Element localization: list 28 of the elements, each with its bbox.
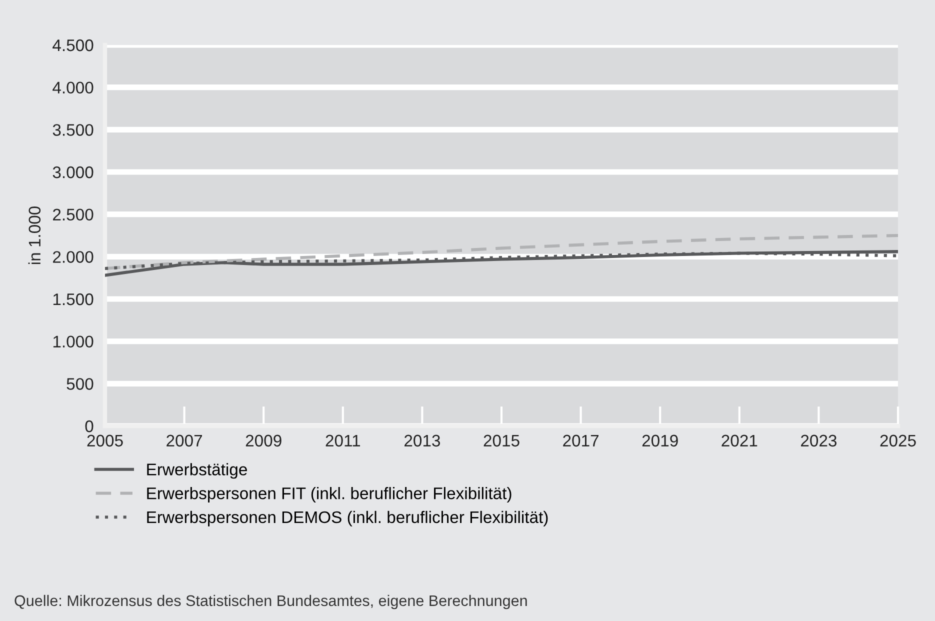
line-series: [105, 250, 898, 277]
y-tick-label: 2.500: [53, 208, 94, 221]
legend-label: Erwerbspersonen DEMOS (inkl. beruflicher Flexibilität): [147, 510, 548, 526]
y-tick-label: 500: [66, 378, 94, 390]
y-axis-title: in 1.000: [28, 206, 41, 264]
x-tick-label: 2015: [484, 434, 520, 447]
x-tick-label: 2007: [166, 434, 202, 447]
y-tick-label: 1.000: [53, 336, 94, 348]
x-tick-label: 2013: [404, 434, 440, 447]
y-tick-label: 3.500: [52, 124, 94, 136]
legend-label: Erwerbspersonen FIT (inkl. beruflicher Flexibilität): [147, 487, 512, 503]
x-tick-label: 2023: [801, 434, 837, 447]
x-tick-label: 2021: [722, 434, 758, 447]
y-tick-label: 1.500: [53, 293, 94, 306]
source-note: Quelle: Mikrozensus des Statistischen Bundesamtes, eigene Berechnungen: [14, 594, 527, 610]
y-tick-label: 4.500: [52, 39, 94, 52]
y-tick-label: 0: [85, 420, 94, 432]
x-tick-label: 2009: [246, 434, 282, 447]
x-tick-label: 2025: [880, 434, 916, 447]
x-tick-label: 2011: [326, 434, 360, 447]
y-tick-label: 2.000: [53, 251, 94, 263]
legend-label: Erwerbstätige: [147, 463, 247, 479]
x-tick-label: 2017: [563, 434, 599, 447]
line-series: [105, 234, 898, 270]
x-tick-label: 2019: [642, 434, 678, 447]
y-tick-label: 3.000: [52, 166, 94, 178]
y-tick-label: 4.000: [52, 82, 94, 94]
x-tick-label: 2005: [87, 434, 123, 447]
